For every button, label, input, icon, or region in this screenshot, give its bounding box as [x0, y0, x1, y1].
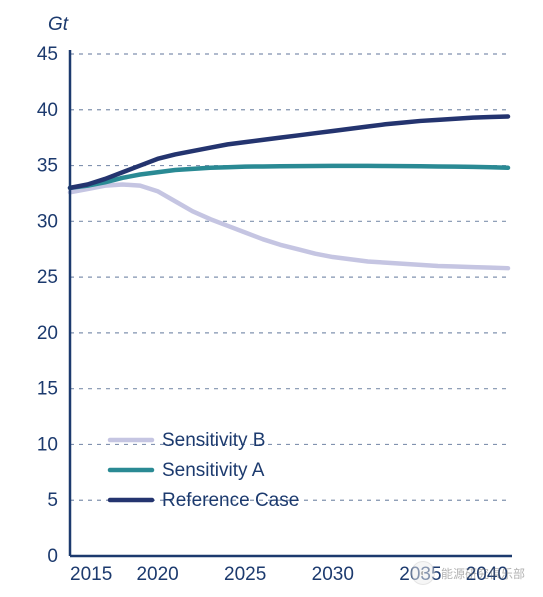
y-tick-label: 15	[37, 379, 58, 400]
series-sensitivity-b	[70, 185, 508, 269]
chart-container: Gt 0510152025303540452015202020252030203…	[0, 0, 543, 597]
y-tick-label: 0	[47, 546, 58, 567]
x-tick-label: 2030	[312, 564, 354, 585]
chart-svg: 0510152025303540452015202020252030203520…	[0, 0, 543, 597]
y-tick-label: 25	[37, 267, 58, 288]
y-tick-label: 45	[37, 44, 58, 65]
legend-label: Sensitivity A	[162, 460, 265, 481]
legend-label: Reference Case	[162, 490, 299, 511]
y-tick-label: 20	[37, 323, 58, 344]
y-tick-label: 5	[47, 490, 58, 511]
x-tick-label: 2020	[136, 564, 178, 585]
y-tick-label: 10	[37, 434, 58, 455]
legend-label: Sensitivity B	[162, 430, 265, 451]
watermark-icon: ◐	[411, 561, 435, 585]
x-tick-label: 2015	[70, 564, 112, 585]
x-tick-label: 2025	[224, 564, 266, 585]
y-tick-label: 35	[37, 156, 58, 177]
watermark: ◐ 能源研究俱乐部	[411, 561, 525, 585]
y-tick-label: 30	[37, 211, 58, 232]
watermark-text: 能源研究俱乐部	[441, 565, 525, 582]
y-tick-label: 40	[37, 100, 58, 121]
